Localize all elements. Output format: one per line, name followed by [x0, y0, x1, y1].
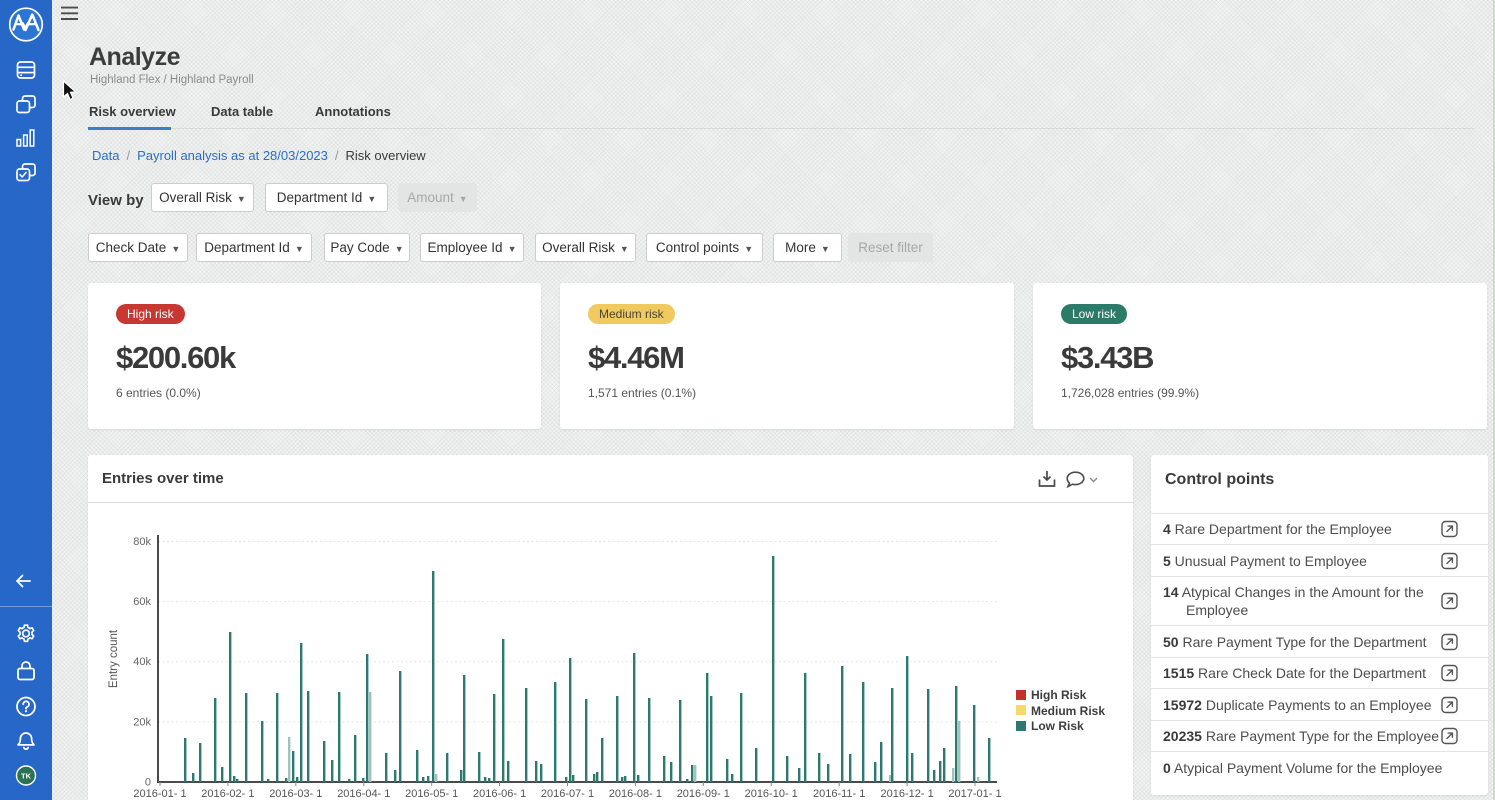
svg-text:2016-09- 1: 2016-09- 1: [677, 788, 730, 800]
svg-text:40k: 40k: [133, 656, 151, 668]
svg-text:Low Risk: Low Risk: [1031, 719, 1084, 733]
svg-text:2016-08- 1: 2016-08- 1: [609, 788, 662, 800]
svg-text:2016-12- 1: 2016-12- 1: [880, 788, 933, 800]
svg-text:Medium Risk: Medium Risk: [1031, 704, 1105, 718]
svg-text:Entry count: Entry count: [108, 629, 120, 688]
svg-text:TK: TK: [21, 771, 32, 780]
svg-text:2016-10- 1: 2016-10- 1: [745, 788, 798, 800]
svg-text:2016-02- 1: 2016-02- 1: [201, 788, 254, 800]
svg-text:0: 0: [145, 777, 151, 789]
svg-text:80k: 80k: [133, 536, 151, 548]
svg-text:2016-01- 1: 2016-01- 1: [133, 788, 186, 800]
svg-text:2016-07- 1: 2016-07- 1: [541, 788, 594, 800]
svg-text:High Risk: High Risk: [1031, 688, 1087, 702]
svg-text:2016-11- 1: 2016-11- 1: [813, 788, 865, 800]
svg-text:2016-06- 1: 2016-06- 1: [473, 788, 526, 800]
svg-text:20k: 20k: [133, 716, 151, 728]
svg-text:2016-04- 1: 2016-04- 1: [337, 788, 390, 800]
svg-text:2017-01- 1: 2017-01- 1: [948, 788, 1001, 800]
svg-text:2016-03- 1: 2016-03- 1: [269, 788, 322, 800]
svg-text:2016-05- 1: 2016-05- 1: [405, 788, 458, 800]
svg-text:60k: 60k: [133, 596, 151, 608]
